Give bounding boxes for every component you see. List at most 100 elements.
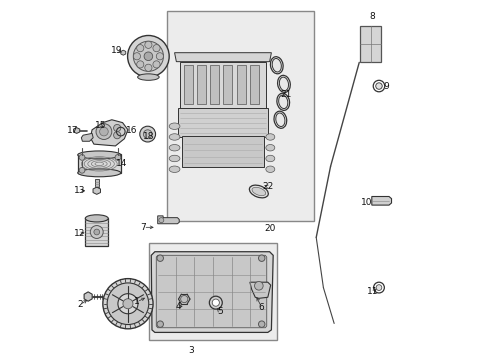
Text: 3: 3	[188, 346, 194, 355]
Circle shape	[254, 282, 263, 290]
Bar	[183, 64, 192, 104]
Circle shape	[153, 61, 160, 68]
Circle shape	[180, 296, 187, 303]
Polygon shape	[93, 187, 100, 194]
Ellipse shape	[169, 155, 180, 162]
Ellipse shape	[169, 166, 180, 172]
Circle shape	[375, 285, 381, 291]
Bar	[180, 62, 265, 108]
Text: 9: 9	[383, 82, 388, 91]
Text: 17: 17	[66, 126, 78, 135]
Ellipse shape	[249, 185, 268, 198]
Circle shape	[157, 255, 163, 261]
Circle shape	[102, 279, 153, 329]
Bar	[85, 219, 108, 246]
Text: 4: 4	[175, 302, 181, 311]
Circle shape	[115, 154, 121, 160]
Circle shape	[90, 226, 103, 238]
Bar	[94, 179, 99, 187]
Bar	[182, 136, 264, 167]
Circle shape	[140, 126, 155, 142]
Circle shape	[100, 127, 108, 136]
Circle shape	[156, 53, 163, 60]
Text: 16: 16	[125, 126, 137, 135]
Polygon shape	[151, 252, 273, 332]
Bar	[78, 154, 121, 173]
Ellipse shape	[265, 155, 274, 162]
Ellipse shape	[85, 215, 108, 222]
Circle shape	[122, 299, 133, 309]
Ellipse shape	[78, 151, 121, 159]
Text: 21: 21	[280, 90, 291, 99]
Bar	[196, 64, 205, 104]
Circle shape	[127, 36, 169, 77]
Circle shape	[212, 299, 219, 306]
Text: 13: 13	[74, 185, 85, 194]
Text: 1: 1	[134, 297, 140, 306]
Ellipse shape	[278, 95, 287, 109]
Bar	[178, 108, 267, 137]
Text: 15: 15	[94, 121, 106, 130]
Circle shape	[153, 45, 160, 52]
Polygon shape	[156, 255, 266, 328]
Text: 14: 14	[116, 159, 127, 168]
Text: 11: 11	[366, 287, 378, 296]
Polygon shape	[371, 197, 391, 205]
Ellipse shape	[275, 113, 285, 126]
Circle shape	[258, 321, 264, 327]
Text: 20: 20	[264, 224, 275, 233]
Polygon shape	[249, 282, 270, 298]
Text: 22: 22	[262, 182, 273, 191]
Text: 2: 2	[77, 300, 83, 309]
Text: 8: 8	[368, 12, 374, 21]
Circle shape	[375, 83, 382, 89]
Circle shape	[118, 294, 138, 314]
Circle shape	[107, 283, 148, 324]
Circle shape	[113, 132, 121, 139]
Bar	[236, 64, 245, 104]
Ellipse shape	[169, 123, 180, 130]
Circle shape	[96, 124, 112, 139]
Bar	[223, 64, 232, 104]
Bar	[210, 64, 219, 104]
Polygon shape	[158, 216, 179, 224]
Circle shape	[159, 218, 163, 223]
Ellipse shape	[169, 134, 180, 140]
Ellipse shape	[265, 134, 274, 140]
Circle shape	[144, 52, 152, 60]
Circle shape	[79, 167, 85, 173]
Circle shape	[79, 154, 85, 160]
Polygon shape	[121, 50, 125, 55]
Text: 19: 19	[111, 46, 122, 55]
Ellipse shape	[137, 74, 159, 80]
Polygon shape	[84, 292, 92, 301]
Circle shape	[133, 41, 163, 71]
Circle shape	[144, 64, 152, 71]
Polygon shape	[73, 128, 80, 134]
Circle shape	[209, 296, 222, 309]
Text: 12: 12	[74, 229, 85, 238]
Text: 10: 10	[360, 198, 371, 207]
Bar	[167, 12, 314, 221]
Polygon shape	[90, 120, 128, 146]
Bar	[359, 26, 381, 62]
Circle shape	[258, 255, 264, 261]
Bar	[249, 64, 258, 104]
Text: 6: 6	[258, 303, 264, 312]
Circle shape	[94, 229, 100, 235]
Ellipse shape	[169, 144, 180, 151]
Circle shape	[157, 321, 163, 327]
Polygon shape	[174, 53, 271, 62]
Bar	[149, 243, 276, 339]
Circle shape	[137, 61, 143, 68]
Circle shape	[113, 125, 121, 132]
Text: 5: 5	[217, 307, 223, 316]
Ellipse shape	[251, 187, 265, 195]
Circle shape	[143, 130, 152, 138]
Circle shape	[144, 41, 152, 48]
Ellipse shape	[272, 58, 281, 72]
Circle shape	[137, 45, 143, 52]
Ellipse shape	[78, 169, 121, 177]
Ellipse shape	[265, 144, 274, 151]
Text: 18: 18	[142, 132, 154, 141]
